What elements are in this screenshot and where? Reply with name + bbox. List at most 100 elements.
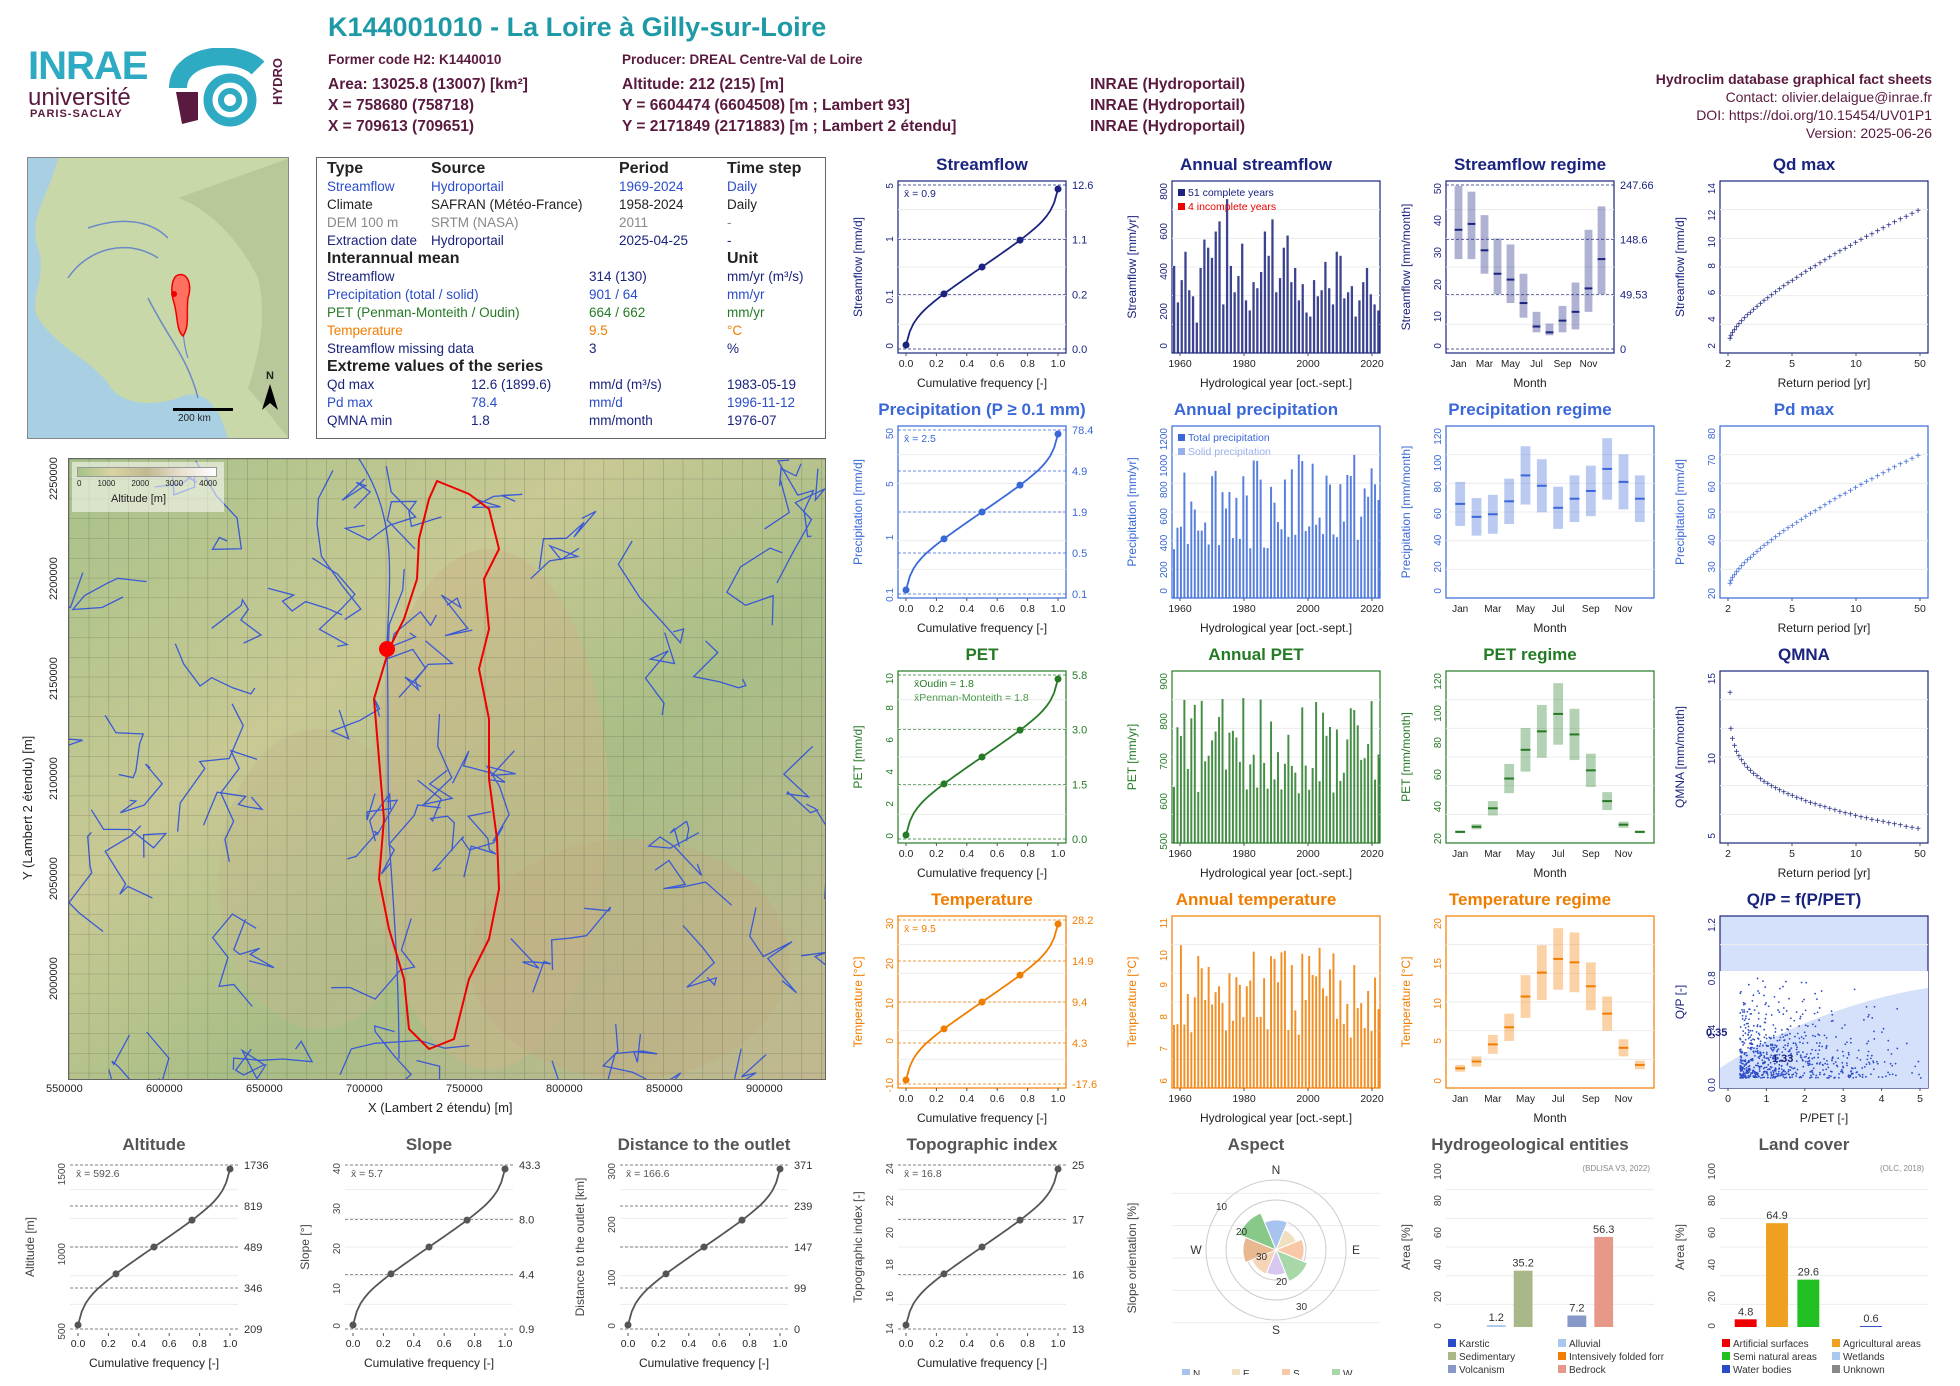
- bar: [1290, 469, 1293, 598]
- right-tick-label: 148.6: [1620, 235, 1648, 247]
- data-point: [1788, 1050, 1791, 1053]
- legend-swatch: [1332, 1369, 1340, 1375]
- data-point: [1834, 1061, 1837, 1063]
- right-tick-label: 13: [1072, 1324, 1084, 1336]
- data-point: [1743, 1052, 1746, 1054]
- y-tick-label: 16: [885, 1291, 896, 1303]
- data-point: +: [1827, 804, 1833, 815]
- y-tick-label: 100: [1433, 1163, 1444, 1180]
- data-point: [1823, 1034, 1826, 1037]
- y-tick-label: 10: [885, 998, 896, 1010]
- data-point: [1825, 1059, 1828, 1062]
- data-point: [1776, 1039, 1779, 1042]
- bar: [1221, 492, 1224, 598]
- catchment-map: 0 1000 2000 3000 4000 Altitude [m]: [68, 458, 826, 1080]
- data-point: [1771, 1070, 1774, 1072]
- x-tick-label: 0.6: [712, 1338, 727, 1350]
- data-point: [1866, 1058, 1869, 1061]
- x-axis-label: Month: [1513, 376, 1546, 390]
- bar: [1231, 730, 1234, 843]
- north-label: N: [266, 370, 274, 382]
- bar: [1256, 288, 1259, 353]
- data-point: [1894, 1062, 1897, 1065]
- bar: [1252, 951, 1255, 1088]
- y-axis-label: Temperature [°C]: [851, 957, 865, 1048]
- bar: [1374, 977, 1377, 1088]
- data-point: [1770, 1054, 1773, 1057]
- inrae-logo: INRAE: [28, 44, 148, 88]
- x-tick-label: 2020: [1360, 358, 1384, 370]
- data-point: [1813, 1056, 1816, 1059]
- quantile-point: [425, 1243, 433, 1251]
- data-point: [1818, 1049, 1821, 1052]
- data-point: [1818, 1045, 1821, 1047]
- data-point: [1872, 1061, 1875, 1064]
- data-point: [1786, 1028, 1788, 1030]
- data-point: +: [1769, 781, 1775, 792]
- x-tick-label: 1.0: [223, 1338, 238, 1350]
- pd-max-panel: Pd max Return period [yr] Precipitation [m…: [1670, 400, 1938, 640]
- data-point: +: [1728, 724, 1734, 735]
- bar: [1266, 1029, 1269, 1088]
- bar: [1335, 729, 1338, 843]
- data-point: [1743, 1075, 1746, 1078]
- bar: [1242, 1017, 1245, 1088]
- mean-label: x̄ = 16.8: [904, 1168, 942, 1180]
- data-point: [1752, 1024, 1755, 1027]
- right-tick-label: 28.2: [1072, 915, 1093, 927]
- x-tick-label: 2: [1725, 358, 1731, 370]
- data-point: [1772, 1024, 1775, 1026]
- y-tick-label: 22: [885, 1195, 896, 1207]
- data-point: +: [1769, 535, 1775, 546]
- data-point: [1859, 1075, 1862, 1077]
- data-point: +: [1817, 801, 1823, 812]
- data-point: [1753, 1070, 1756, 1073]
- bar: [1259, 272, 1263, 353]
- x-tick-label: 1960: [1168, 603, 1192, 615]
- north-arrow-icon: [262, 384, 278, 410]
- data-point: [1744, 1032, 1747, 1035]
- x-tick-label: Jan: [1452, 604, 1468, 615]
- data-point: [1751, 1046, 1753, 1049]
- chart-svg: Hydrological year [oct.-sept.] Precipitat…: [1125, 425, 1384, 635]
- data-point: [1817, 1076, 1819, 1079]
- bar: [1358, 300, 1361, 353]
- y-tick-label: 0.1: [885, 289, 896, 303]
- quantile-point: [1016, 481, 1024, 489]
- data-point: [1778, 1063, 1781, 1066]
- data-point: [1782, 1046, 1785, 1049]
- bar: [1294, 534, 1297, 598]
- data-point: [1797, 1051, 1800, 1053]
- chart-svg: Return period [yr] Precipitation [mm/d] 2 5…: [1673, 425, 1929, 635]
- data-point: [1745, 1015, 1747, 1018]
- data-point: +: [1781, 787, 1787, 798]
- bar: [1204, 1000, 1207, 1088]
- data-point: [1771, 1043, 1774, 1046]
- data-point: [1763, 1028, 1766, 1031]
- data-point: [1783, 1076, 1786, 1079]
- x-tick-label: 0.4: [959, 1338, 974, 1350]
- y-tick-label: 120: [1433, 428, 1444, 445]
- info-row: Extraction date Hydroportail 2025-04-25-: [327, 233, 732, 248]
- h-source: Source: [431, 160, 486, 177]
- data-point: [1852, 1077, 1855, 1079]
- bar: [1283, 950, 1286, 1088]
- data-point: +: [1739, 756, 1745, 767]
- data-point: [1749, 1073, 1752, 1076]
- bar: [1249, 548, 1252, 598]
- bar: [1280, 529, 1283, 598]
- quantile-point: [978, 998, 986, 1006]
- y-axis-label: Q/P [-]: [1673, 985, 1687, 1019]
- data-point: +: [1915, 824, 1921, 835]
- data-point: [1763, 1056, 1766, 1059]
- regime-box: [1454, 185, 1463, 260]
- data-point: [1796, 1051, 1798, 1054]
- y-tick-label: 1: [885, 236, 896, 242]
- data-point: [1770, 1037, 1773, 1039]
- y-tick-label: 120: [1433, 673, 1444, 690]
- bar: [1297, 300, 1301, 353]
- bar: [1190, 1032, 1193, 1088]
- regime-box: [1493, 238, 1502, 295]
- bar: [1486, 1325, 1506, 1327]
- x-tick-label: 1960: [1168, 358, 1192, 370]
